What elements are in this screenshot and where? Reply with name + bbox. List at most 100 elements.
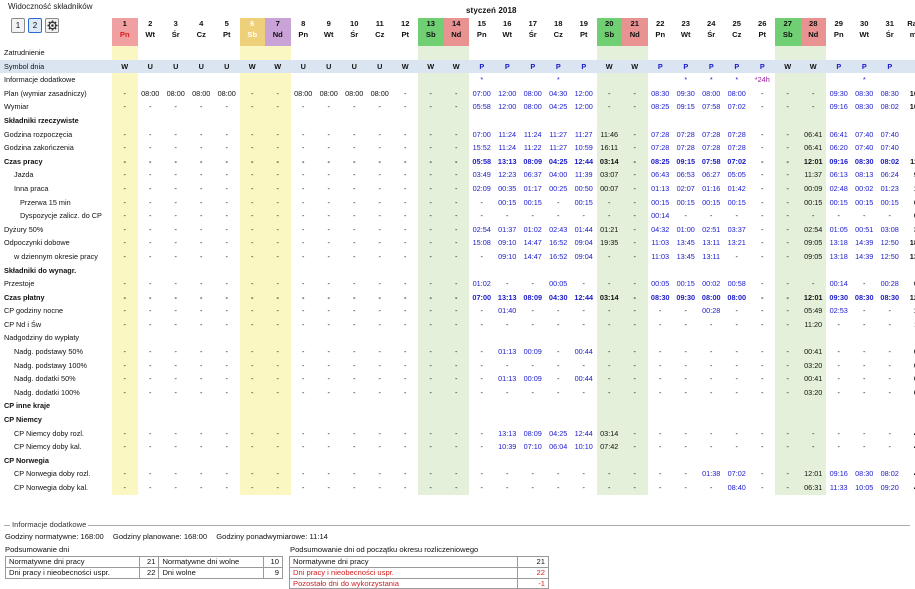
day-cell[interactable] bbox=[673, 413, 699, 427]
day-cell[interactable]: - bbox=[877, 440, 903, 454]
day-cell[interactable]: - bbox=[265, 481, 291, 495]
day-cell[interactable]: - bbox=[265, 467, 291, 481]
day-cell[interactable]: - bbox=[341, 277, 367, 291]
day-cell[interactable]: - bbox=[571, 209, 597, 223]
day-cell[interactable] bbox=[800, 46, 826, 60]
day-cell[interactable]: - bbox=[571, 467, 597, 481]
day-cell[interactable]: - bbox=[112, 100, 138, 114]
day-cell[interactable] bbox=[571, 331, 597, 346]
day-cell[interactable]: - bbox=[443, 290, 469, 305]
day-cell[interactable] bbox=[749, 263, 775, 278]
day-cell[interactable] bbox=[392, 453, 418, 468]
day-cell[interactable]: - bbox=[443, 209, 469, 223]
day-cell[interactable]: - bbox=[163, 141, 189, 155]
day-cell[interactable] bbox=[469, 263, 495, 278]
day-cell[interactable]: - bbox=[290, 290, 316, 305]
day-cell[interactable]: 06:24 bbox=[877, 168, 903, 182]
day-cell[interactable]: - bbox=[749, 358, 775, 373]
day-cell[interactable]: W bbox=[265, 59, 291, 74]
day-cell[interactable]: - bbox=[316, 249, 342, 264]
day-cell[interactable]: - bbox=[265, 345, 291, 359]
visibility-level-1-button[interactable]: 1 bbox=[11, 18, 25, 33]
day-cell[interactable] bbox=[800, 413, 826, 427]
day-cell[interactable]: - bbox=[622, 195, 648, 210]
day-cell[interactable] bbox=[469, 399, 495, 414]
day-cell[interactable]: - bbox=[316, 181, 342, 196]
day-cell[interactable]: - bbox=[341, 290, 367, 305]
day-cell[interactable] bbox=[316, 453, 342, 468]
day-cell[interactable]: W bbox=[596, 59, 622, 74]
day-cell[interactable]: 08:00 bbox=[520, 100, 546, 114]
day-cell[interactable]: - bbox=[341, 127, 367, 142]
day-cell[interactable]: - bbox=[239, 317, 265, 332]
day-cell[interactable]: - bbox=[290, 426, 316, 441]
day-cell[interactable]: - bbox=[137, 358, 163, 373]
day-cell[interactable]: 11:03 bbox=[647, 249, 673, 264]
day-cell[interactable]: - bbox=[214, 426, 240, 441]
day-cell[interactable]: - bbox=[494, 481, 520, 495]
day-cell[interactable] bbox=[877, 399, 903, 414]
day-cell[interactable] bbox=[214, 413, 240, 427]
day-cell[interactable]: - bbox=[341, 195, 367, 210]
day-cell[interactable]: - bbox=[749, 195, 775, 210]
day-cell[interactable]: - bbox=[239, 249, 265, 264]
day-cell[interactable] bbox=[316, 113, 342, 128]
day-cell[interactable]: 00:14 bbox=[647, 209, 673, 223]
day-cell[interactable]: - bbox=[341, 440, 367, 454]
day-cell[interactable]: - bbox=[163, 385, 189, 400]
day-cell[interactable]: - bbox=[494, 277, 520, 291]
day-cell[interactable]: - bbox=[418, 86, 444, 101]
day-cell[interactable]: - bbox=[418, 426, 444, 441]
day-cell[interactable]: - bbox=[214, 467, 240, 481]
day-cell[interactable]: 07:40 bbox=[877, 141, 903, 155]
day-cell[interactable] bbox=[392, 413, 418, 427]
day-cell[interactable]: - bbox=[112, 467, 138, 481]
day-cell[interactable] bbox=[851, 331, 877, 346]
day-cell[interactable]: - bbox=[137, 154, 163, 169]
day-cell[interactable]: - bbox=[163, 304, 189, 318]
day-cell[interactable]: - bbox=[775, 304, 801, 318]
day-cell[interactable]: 08:00 bbox=[724, 290, 750, 305]
day-cell[interactable]: 04:25 bbox=[545, 154, 571, 169]
day-cell[interactable]: - bbox=[800, 209, 826, 223]
day-cell[interactable]: P bbox=[469, 59, 495, 74]
day-cell[interactable] bbox=[367, 113, 393, 128]
day-cell[interactable]: 07:10 bbox=[520, 440, 546, 454]
day-cell[interactable]: - bbox=[316, 345, 342, 359]
day-cell[interactable]: - bbox=[188, 195, 214, 210]
day-cell[interactable]: - bbox=[622, 467, 648, 481]
day-cell[interactable]: - bbox=[214, 440, 240, 454]
day-cell[interactable] bbox=[418, 113, 444, 128]
day-cell[interactable]: - bbox=[673, 426, 699, 441]
day-cell[interactable] bbox=[673, 453, 699, 468]
day-cell[interactable]: - bbox=[622, 181, 648, 196]
day-cell[interactable]: 09:30 bbox=[826, 86, 852, 101]
day-cell[interactable]: - bbox=[826, 209, 852, 223]
day-cell[interactable]: 12:00 bbox=[571, 86, 597, 101]
day-cell[interactable]: - bbox=[749, 127, 775, 142]
day-cell[interactable]: - bbox=[112, 209, 138, 223]
day-cell[interactable]: - bbox=[239, 195, 265, 210]
day-cell[interactable]: 02:53 bbox=[826, 304, 852, 318]
day-header-12[interactable]: 12 Pt bbox=[392, 18, 418, 46]
day-cell[interactable]: - bbox=[112, 426, 138, 441]
day-cell[interactable]: - bbox=[418, 290, 444, 305]
day-cell[interactable]: 13:45 bbox=[673, 249, 699, 264]
day-cell[interactable]: - bbox=[596, 304, 622, 318]
day-cell[interactable]: - bbox=[290, 358, 316, 373]
day-cell[interactable]: 08:00 bbox=[316, 86, 342, 101]
day-cell[interactable]: - bbox=[520, 304, 546, 318]
day-cell[interactable] bbox=[112, 113, 138, 128]
day-header-9[interactable]: 9 Wt bbox=[316, 18, 342, 46]
day-cell[interactable]: 12:00 bbox=[571, 100, 597, 114]
day-cell[interactable]: - bbox=[622, 154, 648, 169]
day-cell[interactable]: 13:18 bbox=[826, 249, 852, 264]
day-cell[interactable]: 06:31 bbox=[800, 481, 826, 495]
day-header-20[interactable]: 20 Sb bbox=[596, 18, 622, 46]
day-cell[interactable]: 00:02 bbox=[698, 277, 724, 291]
day-cell[interactable]: - bbox=[826, 385, 852, 400]
day-cell[interactable]: 13:13 bbox=[494, 290, 520, 305]
day-cell[interactable]: 13:11 bbox=[698, 249, 724, 264]
day-cell[interactable]: - bbox=[724, 358, 750, 373]
day-cell[interactable] bbox=[673, 331, 699, 346]
